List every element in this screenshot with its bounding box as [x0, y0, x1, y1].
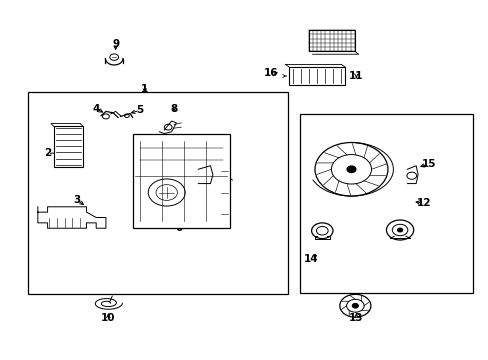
Text: 9: 9	[112, 39, 119, 49]
Bar	[288, 67, 345, 85]
Text: 14: 14	[304, 253, 318, 264]
Text: 16: 16	[264, 68, 278, 78]
Text: 2: 2	[44, 148, 51, 158]
Text: 11: 11	[348, 71, 363, 81]
Text: 13: 13	[348, 312, 363, 323]
Bar	[28, 93, 287, 294]
Text: 15: 15	[421, 159, 436, 169]
Text: 3: 3	[73, 195, 80, 204]
Text: 10: 10	[101, 312, 115, 323]
Bar	[132, 134, 229, 228]
Text: 12: 12	[416, 198, 431, 208]
Text: 8: 8	[170, 104, 177, 113]
Bar	[308, 30, 354, 51]
Text: 6: 6	[175, 223, 182, 233]
Text: 4: 4	[92, 104, 100, 113]
Circle shape	[352, 303, 358, 308]
Bar	[54, 126, 83, 167]
Bar	[300, 114, 472, 293]
Text: 5: 5	[136, 105, 143, 115]
Text: 17: 17	[324, 32, 339, 42]
Circle shape	[397, 228, 402, 232]
Circle shape	[346, 166, 355, 172]
Text: 7: 7	[206, 162, 214, 172]
Text: 1: 1	[141, 84, 148, 94]
